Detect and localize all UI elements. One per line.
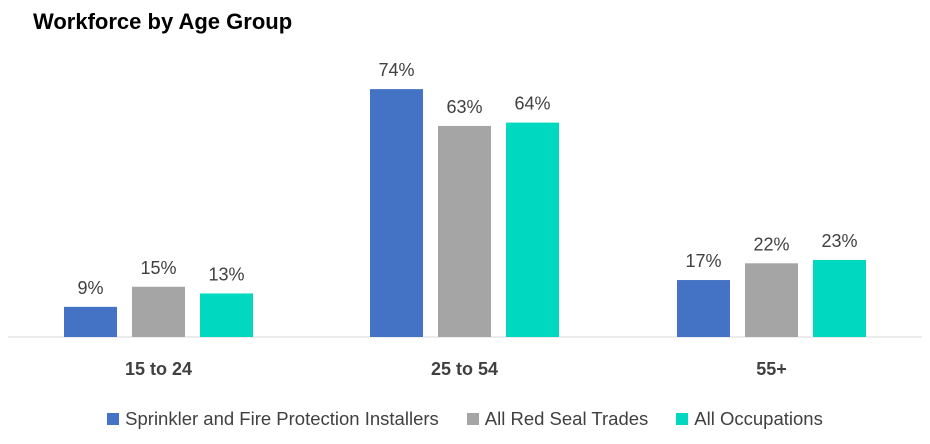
legend-label: Sprinkler and Fire Protection Installers: [125, 408, 439, 429]
data-label: 63%: [446, 97, 482, 117]
bar: [813, 259, 866, 337]
chart-title: Workforce by Age Group: [33, 9, 293, 34]
legend-swatch: [466, 413, 479, 425]
bar: [745, 263, 798, 337]
legend: Sprinkler and Fire Protection Installers…: [0, 408, 930, 430]
legend-item: All Red Seal Trades: [466, 408, 649, 430]
bar: [506, 122, 559, 337]
legend-item: All Occupations: [676, 408, 823, 430]
category-label: 55+: [756, 359, 787, 379]
data-label: 23%: [821, 231, 857, 251]
data-label: 13%: [208, 264, 244, 284]
bar: [200, 293, 253, 337]
data-label: 9%: [77, 278, 103, 298]
bar: [438, 125, 491, 337]
data-label: 64%: [514, 94, 550, 114]
legend-label: All Red Seal Trades: [484, 408, 649, 429]
bar: [677, 280, 730, 337]
category-label: 15 to 24: [125, 359, 192, 379]
data-label: 22%: [753, 234, 789, 254]
legend-swatch: [676, 413, 689, 425]
data-label: 74%: [378, 60, 414, 80]
category-label: 25 to 54: [431, 359, 498, 379]
data-label: 15%: [140, 258, 176, 278]
bar: [370, 89, 423, 337]
legend-item: Sprinkler and Fire Protection Installers: [107, 408, 439, 430]
bar: [132, 286, 185, 337]
data-label: 17%: [685, 251, 721, 271]
legend-label: All Occupations: [694, 408, 823, 429]
legend-swatch: [107, 413, 120, 425]
bar: [64, 306, 117, 337]
